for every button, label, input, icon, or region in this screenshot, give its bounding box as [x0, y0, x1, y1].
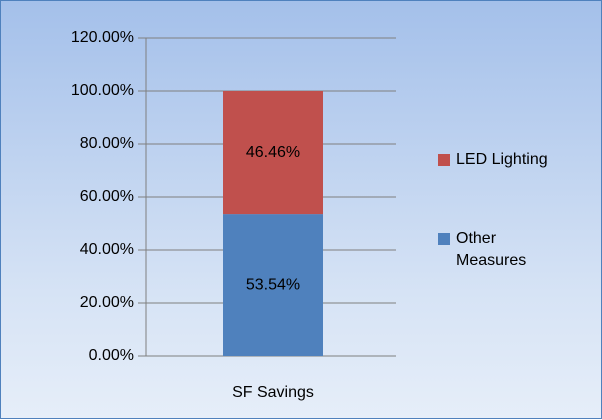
legend-swatch: [438, 154, 450, 166]
y-tick-label: 40.00%: [80, 241, 134, 258]
legend-label: Other Measures: [456, 230, 527, 269]
data-label: 53.54%: [246, 276, 300, 293]
y-tick-label: 80.00%: [80, 135, 134, 152]
y-tick-label: 120.00%: [71, 29, 134, 46]
y-tick-label: 60.00%: [80, 188, 134, 205]
bar-segment: [223, 214, 323, 356]
y-tick-label: 20.00%: [80, 294, 134, 311]
legend-swatch: [438, 233, 450, 245]
legend-label: LED Lighting: [456, 151, 548, 168]
y-tick-label: 0.00%: [89, 347, 134, 364]
data-label: 46.46%: [246, 144, 300, 161]
bar-segment: [223, 91, 323, 215]
x-tick-label: SF Savings: [232, 384, 314, 401]
y-tick-label: 100.00%: [71, 82, 134, 99]
